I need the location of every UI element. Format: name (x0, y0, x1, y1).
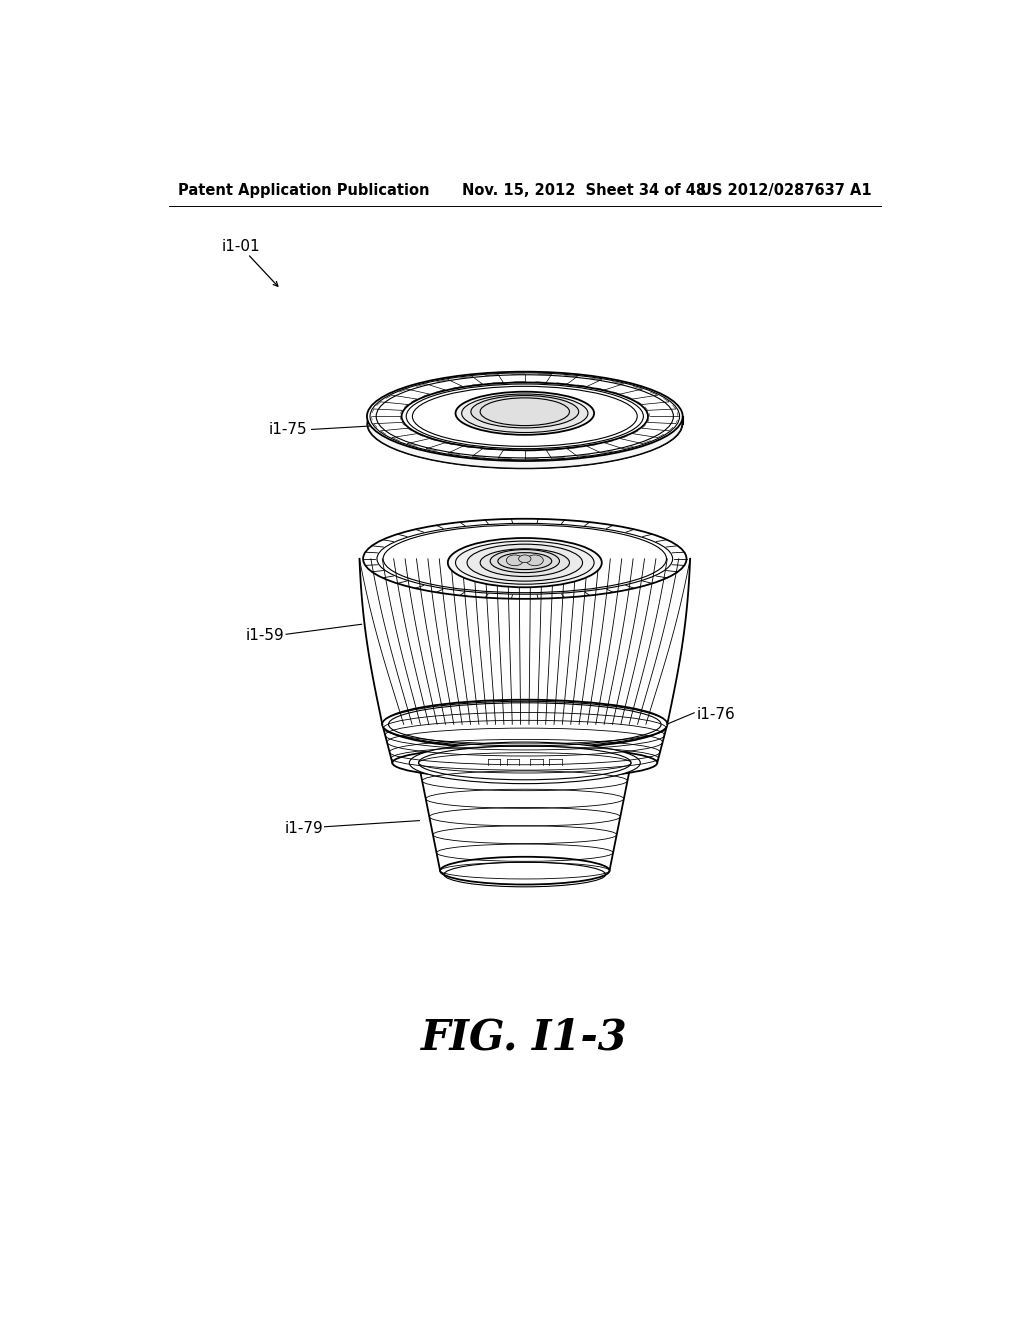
Text: FIG. I1-3: FIG. I1-3 (422, 1016, 628, 1059)
Text: i1-59: i1-59 (246, 628, 285, 643)
Ellipse shape (471, 396, 579, 428)
Ellipse shape (410, 742, 640, 784)
Ellipse shape (368, 380, 682, 469)
Text: Nov. 15, 2012  Sheet 34 of 48: Nov. 15, 2012 Sheet 34 of 48 (462, 183, 706, 198)
Text: i1-79: i1-79 (285, 821, 323, 836)
Ellipse shape (462, 395, 588, 433)
Ellipse shape (382, 701, 668, 747)
Ellipse shape (456, 541, 594, 585)
Polygon shape (382, 725, 668, 763)
Ellipse shape (480, 549, 569, 577)
Ellipse shape (401, 383, 648, 450)
Ellipse shape (526, 554, 544, 566)
Ellipse shape (367, 372, 683, 461)
Text: i1-01: i1-01 (221, 239, 260, 255)
Text: US 2012/0287637 A1: US 2012/0287637 A1 (699, 183, 871, 198)
Ellipse shape (467, 544, 583, 581)
Polygon shape (359, 558, 690, 725)
Text: i1-76: i1-76 (696, 706, 735, 722)
Ellipse shape (490, 549, 559, 573)
Ellipse shape (382, 700, 668, 748)
Ellipse shape (440, 857, 609, 884)
Ellipse shape (392, 747, 657, 779)
Ellipse shape (498, 553, 552, 570)
Text: Patent Application Publication: Patent Application Publication (178, 183, 430, 198)
Ellipse shape (364, 519, 686, 599)
Ellipse shape (447, 539, 602, 587)
Polygon shape (419, 763, 631, 871)
Text: i1-75: i1-75 (269, 422, 307, 437)
Ellipse shape (506, 554, 523, 566)
Ellipse shape (456, 392, 594, 434)
Ellipse shape (518, 554, 531, 562)
